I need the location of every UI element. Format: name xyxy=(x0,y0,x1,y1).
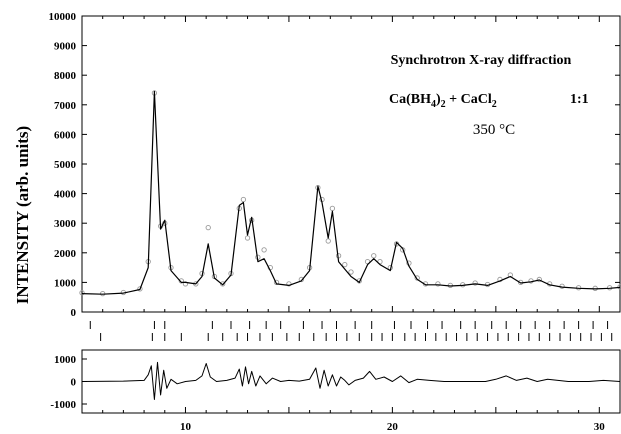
main-y-tick-label: 0 xyxy=(71,307,77,319)
observed-point xyxy=(79,290,85,296)
observed-point xyxy=(536,276,542,283)
observed-point xyxy=(220,281,226,287)
observed-point xyxy=(325,238,331,244)
main-y-tick-label: 9000 xyxy=(54,41,77,53)
main-y-tick-label: 1000 xyxy=(54,277,77,289)
observed-point xyxy=(244,235,251,241)
main-y-tick-label: 8000 xyxy=(54,70,77,82)
main-y-tick-label: 7000 xyxy=(54,100,77,112)
difference-line xyxy=(81,361,621,400)
observed-point xyxy=(298,276,304,283)
observed-point xyxy=(286,281,292,287)
main-panel: 0 1000 2000 3000 4000 5000 6000 7000 8000 9000 100… xyxy=(49,11,621,319)
difference-y-tick-label: -1000 xyxy=(50,399,76,411)
x-axis-ticks: 10 20 30 xyxy=(81,407,621,433)
composition-sub-2: 2 xyxy=(441,99,446,110)
composition-part-a: Ca(BH xyxy=(389,92,431,107)
annotation-technique: Synchrotron X-ray diffraction xyxy=(391,53,572,68)
difference-y-tick-label: 0 xyxy=(71,377,77,389)
x-tick-label: 30 xyxy=(594,421,606,433)
observed-point xyxy=(617,284,621,290)
annotation-composition: Ca(BH4)2 + CaCl2 xyxy=(389,92,497,110)
difference-y-ticks: 1000 0 -1000 xyxy=(50,354,87,411)
observed-point xyxy=(273,279,280,286)
main-y-tick-label: 6000 xyxy=(54,129,77,141)
y-axis-label: INTENSITY (arb. units) xyxy=(13,126,32,304)
main-y-ticks: 0 1000 2000 3000 4000 5000 6000 7000 8000 9000 100… xyxy=(49,11,620,319)
observed-point xyxy=(137,286,143,292)
difference-series xyxy=(81,361,621,400)
main-y-tick-label: 4000 xyxy=(54,189,77,201)
x-tick-label: 20 xyxy=(387,421,399,433)
main-y-tick-label: 2000 xyxy=(54,248,77,260)
main-x-ticks xyxy=(81,16,621,312)
observed-point xyxy=(178,278,184,284)
observed-point xyxy=(414,275,420,281)
difference-panel: 1000 0 -1000 xyxy=(50,349,621,414)
main-series xyxy=(79,90,621,297)
reflection-ticks xyxy=(89,321,613,341)
observed-point xyxy=(182,281,189,287)
composition-part-c: + CaCl xyxy=(446,92,492,107)
main-y-tick-label: 10000 xyxy=(49,11,77,23)
annotation-ratio: 1:1 xyxy=(570,92,589,107)
observed-point xyxy=(240,196,247,203)
composition-part-b: ) xyxy=(436,92,441,107)
observed-point xyxy=(205,224,211,231)
difference-y-tick-label: 1000 xyxy=(54,354,77,366)
observed-point xyxy=(261,247,267,253)
main-y-tick-label: 5000 xyxy=(54,159,77,171)
annotation-temperature: 350 °C xyxy=(473,122,515,138)
observed-point xyxy=(435,281,441,287)
observed-point xyxy=(342,261,348,268)
calculated-profile-line xyxy=(81,90,621,295)
observed-point xyxy=(472,280,478,286)
composition-sub-1: 4 xyxy=(431,99,436,110)
composition-sub-3: 2 xyxy=(492,99,497,110)
observed-point xyxy=(329,205,336,212)
observed-point xyxy=(348,269,354,275)
observed-point xyxy=(371,253,377,259)
x-tick-label: 10 xyxy=(180,421,192,433)
main-y-tick-label: 3000 xyxy=(54,218,77,230)
